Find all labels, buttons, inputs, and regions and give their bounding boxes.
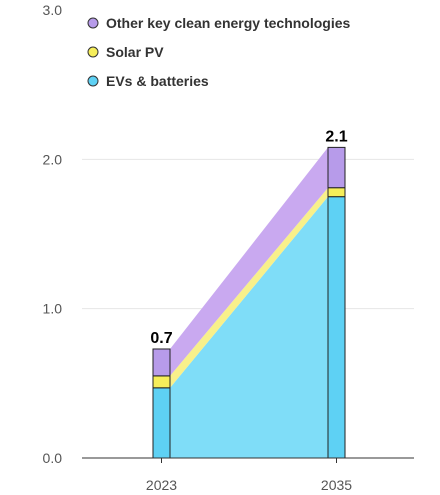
- y-tick-label: 1.0: [43, 301, 63, 317]
- area-band-other-key-clean-energy-technologies: [170, 147, 328, 376]
- axis-ticks: 0.0 1.0 2.0 3.0 2023 2035: [43, 2, 353, 493]
- y-tick-label: 3.0: [43, 2, 63, 18]
- legend-swatch: [87, 17, 99, 29]
- legend-swatch: [87, 46, 99, 58]
- x-tick-label: 2023: [146, 477, 177, 493]
- bar-segment-2035-evs-batteries: [327, 196, 346, 459]
- area-band-solar-pv: [170, 187, 328, 388]
- legend-label: Solar PV: [106, 44, 164, 60]
- x-tick-label: 2035: [321, 477, 352, 493]
- legend: Other key clean energy technologies Solar…: [87, 15, 351, 89]
- area-band-evs-batteries: [170, 196, 328, 458]
- legend-label: Other key clean energy technologies: [106, 15, 351, 31]
- bar-layer: [152, 146, 346, 459]
- legend-label: EVs & batteries: [106, 73, 209, 89]
- bar-segment-2023-other-key-clean-energy-technologies: [152, 348, 171, 377]
- bar-segment-2023-solar-pv: [152, 375, 171, 389]
- area-band-layer: [170, 147, 328, 458]
- total-label-2035: 2.1: [325, 128, 347, 145]
- y-tick-label: 2.0: [43, 151, 63, 167]
- bar-segment-2035-other-key-clean-energy-technologies: [327, 146, 346, 189]
- y-tick-label: 0.0: [43, 450, 63, 466]
- total-labels: 0.7 2.1: [150, 128, 347, 347]
- bar-segment-2035-solar-pv: [327, 187, 346, 198]
- total-label-2023: 0.7: [150, 330, 172, 347]
- bar-segment-2023-evs-batteries: [152, 387, 171, 459]
- legend-swatch: [87, 75, 99, 87]
